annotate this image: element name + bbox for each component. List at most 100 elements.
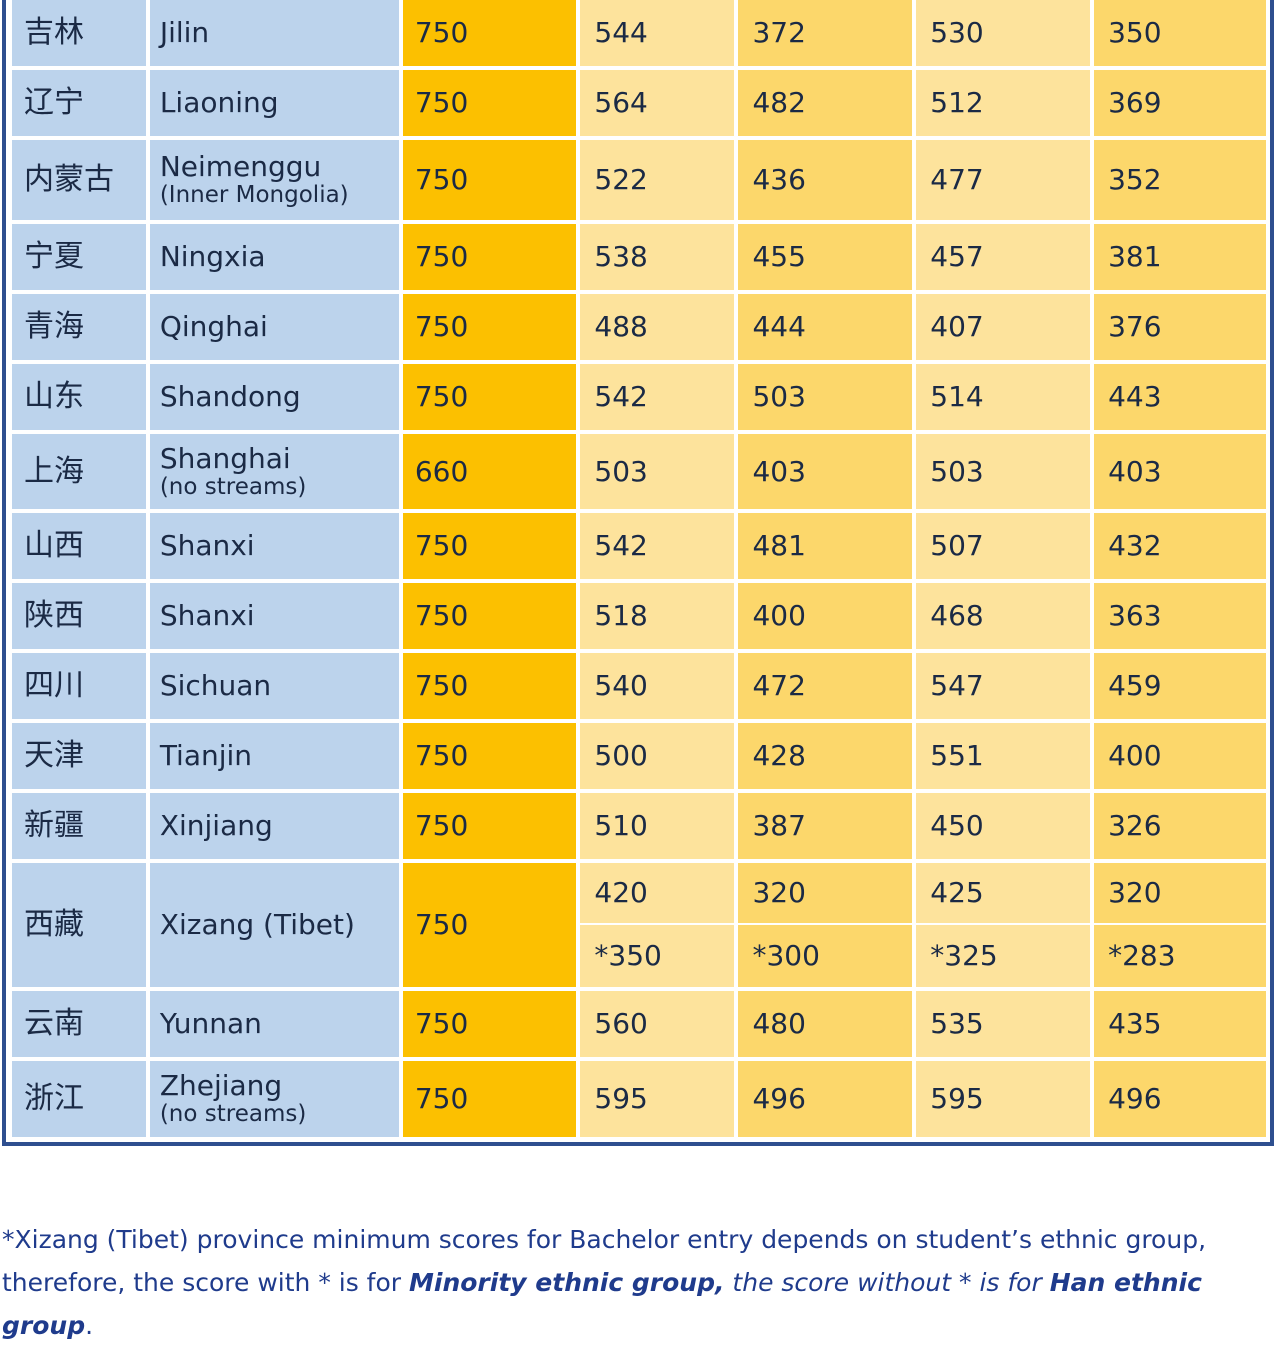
province-english: Shanxi [149, 583, 399, 649]
table-row: 浙江 Zhejiang (no streams) 750 595 496 595 496 [12, 1061, 1266, 1137]
table-row: 山西 Shanxi 750 542 481 507 432 [12, 513, 1266, 579]
score-cell: 443 [1094, 364, 1266, 430]
score-cell: 507 [916, 513, 1091, 579]
score-han: 320 [752, 876, 806, 909]
score-cell: 435 [1094, 991, 1266, 1057]
province-english-label: Shandong [159, 380, 301, 413]
province-english: Zhejiang (no streams) [149, 1061, 399, 1137]
score-cell: 468 [916, 583, 1091, 649]
province-note: (no streams) [159, 473, 307, 500]
table-row: 宁夏 Ningxia 750 538 455 457 381 [12, 224, 1266, 290]
province-english-label: Ningxia [159, 240, 266, 273]
province-chinese: 西藏 [12, 863, 146, 987]
score-cell: 457 [916, 224, 1091, 290]
province-english-label: Neimenggu [159, 150, 322, 183]
score-cell: 503 [916, 434, 1091, 509]
max-score: 750 [402, 140, 577, 220]
score-cell: 403 [738, 434, 913, 509]
footnote-line-1: *Xizang (Tibet) province minimum scores … [2, 1225, 1207, 1254]
score-cell: 535 [916, 991, 1091, 1057]
score-cell: 432 [1094, 513, 1266, 579]
table-row: 云南 Yunnan 750 560 480 535 435 [12, 991, 1266, 1057]
table-row: 上海 Shanghai (no streams) 660 503 403 503 403 [12, 434, 1266, 509]
score-cell: 420 *350 [580, 863, 735, 987]
max-score: 750 [402, 653, 577, 719]
score-minority: *325 [930, 939, 998, 972]
score-cell: 538 [580, 224, 735, 290]
province-chinese: 云南 [12, 991, 146, 1057]
province-chinese: 吉林 [12, 0, 146, 66]
score-cell: 459 [1094, 653, 1266, 719]
score-cell: 595 [580, 1061, 735, 1137]
score-cell: 510 [580, 793, 735, 859]
province-english: Yunnan [149, 991, 399, 1057]
score-cell: 496 [738, 1061, 913, 1137]
table-frame: 吉林 Jilin 750 544 372 530 350 辽宁 Liaoning 750 564 48… [2, 0, 1274, 1146]
province-english: Xinjiang [149, 793, 399, 859]
table-row: 内蒙古 Neimenggu (Inner Mongolia) 750 522 436 477… [12, 140, 1266, 220]
province-english: Jilin [149, 0, 399, 66]
province-english: Shandong [149, 364, 399, 430]
score-cell: 387 [738, 793, 913, 859]
score-cell: 481 [738, 513, 913, 579]
score-cell: 320 *300 [738, 863, 913, 987]
score-cell: 444 [738, 294, 913, 360]
province-note: (Inner Mongolia) [159, 182, 349, 208]
table-row: 天津 Tianjin 750 500 428 551 400 [12, 723, 1266, 789]
province-english-label: Xizang (Tibet) [159, 908, 355, 941]
score-cell: 326 [1094, 793, 1266, 859]
score-cell: 512 [916, 70, 1091, 136]
province-chinese: 宁夏 [12, 224, 146, 290]
table-row: 山东 Shandong 750 542 503 514 443 [12, 364, 1266, 430]
province-english: Xizang (Tibet) [149, 863, 399, 987]
score-cell: 482 [738, 70, 913, 136]
score-cell: 488 [580, 294, 735, 360]
score-han: 320 [1108, 876, 1162, 909]
max-score: 750 [402, 723, 577, 789]
province-english-label: Liaoning [159, 86, 279, 119]
province-english-label: Sichuan [159, 669, 272, 702]
score-cell: 496 [1094, 1061, 1266, 1137]
province-note: (no streams) [159, 1101, 307, 1127]
max-score: 750 [402, 583, 577, 649]
score-cell: 407 [916, 294, 1091, 360]
score-cell: 551 [916, 723, 1091, 789]
table-row: 青海 Qinghai 750 488 444 407 376 [12, 294, 1266, 360]
score-cell: 376 [1094, 294, 1266, 360]
table-row: 吉林 Jilin 750 544 372 530 350 [12, 0, 1266, 66]
score-cell: 530 [916, 0, 1091, 66]
max-score: 750 [402, 224, 577, 290]
province-english: Liaoning [149, 70, 399, 136]
province-chinese: 上海 [12, 434, 146, 509]
province-english: Sichuan [149, 653, 399, 719]
province-chinese: 陕西 [12, 583, 146, 649]
score-cell: 544 [580, 0, 735, 66]
table-row: 西藏 Xizang (Tibet) 750 420 *350 320 *300 425 *325… [12, 863, 1266, 987]
score-cell: 477 [916, 140, 1091, 220]
score-minority: *350 [594, 939, 662, 972]
score-cell: 363 [1094, 583, 1266, 649]
province-chinese: 新疆 [12, 793, 146, 859]
score-cell: 564 [580, 70, 735, 136]
province-english-label: Zhejiang [159, 1069, 283, 1102]
max-score: 750 [402, 364, 577, 430]
score-cell: 560 [580, 991, 735, 1057]
province-english: Qinghai [149, 294, 399, 360]
province-chinese: 浙江 [12, 1061, 146, 1137]
province-english-label: Jilin [159, 16, 210, 49]
score-cell: 403 [1094, 434, 1266, 509]
score-cell: 540 [580, 653, 735, 719]
max-score: 750 [402, 991, 577, 1057]
table-row: 四川 Sichuan 750 540 472 547 459 [12, 653, 1266, 719]
footnote-line-2: therefore, the score with * is for Minor… [2, 1268, 1202, 1340]
province-chinese: 内蒙古 [12, 140, 146, 220]
score-cell: 595 [916, 1061, 1091, 1137]
score-cell: 428 [738, 723, 913, 789]
province-english: Ningxia [149, 224, 399, 290]
province-english-label: Tianjin [159, 739, 253, 772]
province-chinese: 青海 [12, 294, 146, 360]
table-row: 新疆 Xinjiang 750 510 387 450 326 [12, 793, 1266, 859]
max-score: 750 [402, 793, 577, 859]
max-score: 750 [402, 863, 577, 987]
score-han: 420 [594, 876, 648, 909]
